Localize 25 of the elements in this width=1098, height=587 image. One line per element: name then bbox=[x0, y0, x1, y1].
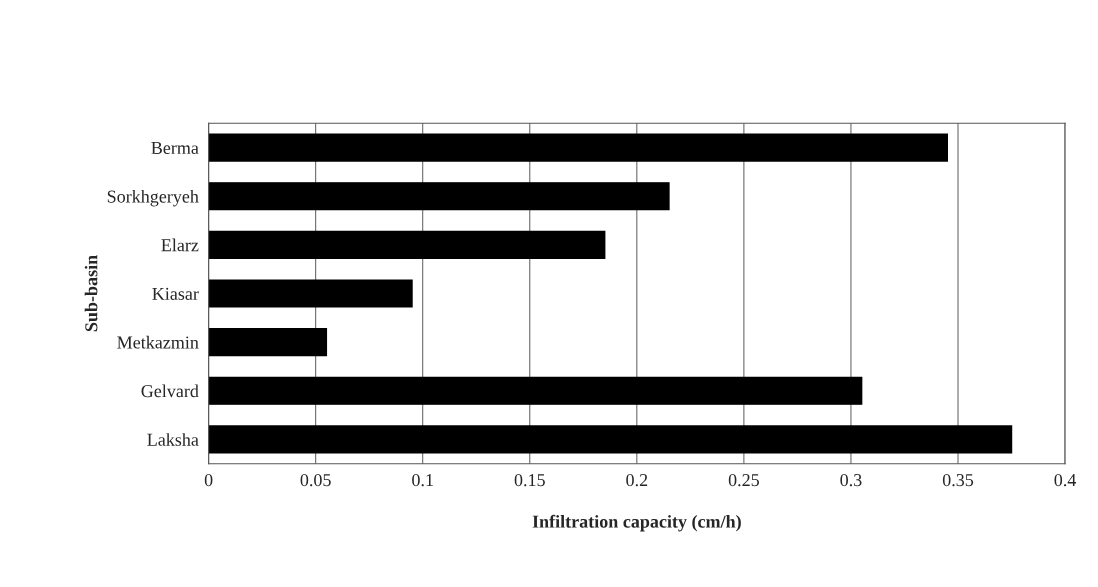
x-tick-label: 0.4 bbox=[1054, 473, 1077, 487]
x-tick-label: 0 bbox=[204, 473, 213, 487]
x-tick-label: 0.3 bbox=[840, 473, 862, 487]
y-axis-title: Sub-basin bbox=[84, 255, 98, 332]
y-tick-label: Metkazmin bbox=[117, 335, 199, 349]
x-tick-label: 0.15 bbox=[514, 473, 545, 487]
bar bbox=[208, 182, 670, 211]
y-tick-label: Gelvard bbox=[141, 384, 199, 398]
x-tick-label: 0.1 bbox=[412, 473, 433, 487]
bar bbox=[208, 279, 413, 308]
x-tick-label: 0.35 bbox=[942, 473, 974, 487]
x-tick-label: 0.05 bbox=[300, 473, 331, 487]
bar bbox=[208, 425, 1013, 454]
y-tick-label: Elarz bbox=[161, 238, 199, 252]
y-tick-label: Berma bbox=[151, 142, 199, 155]
x-tick-label: 0.2 bbox=[626, 473, 648, 487]
bar bbox=[208, 328, 328, 357]
y-tick-label: Sorkhgeryeh bbox=[107, 189, 199, 207]
x-tick-label: 0.25 bbox=[728, 473, 759, 487]
y-tick-label: Laksha bbox=[147, 433, 199, 446]
bar bbox=[208, 376, 863, 405]
y-tick-label: Kiasar bbox=[152, 287, 199, 300]
bar bbox=[208, 133, 948, 162]
x-axis-title: Infiltration capacity (cm/h) bbox=[532, 514, 741, 532]
bar bbox=[208, 230, 606, 259]
